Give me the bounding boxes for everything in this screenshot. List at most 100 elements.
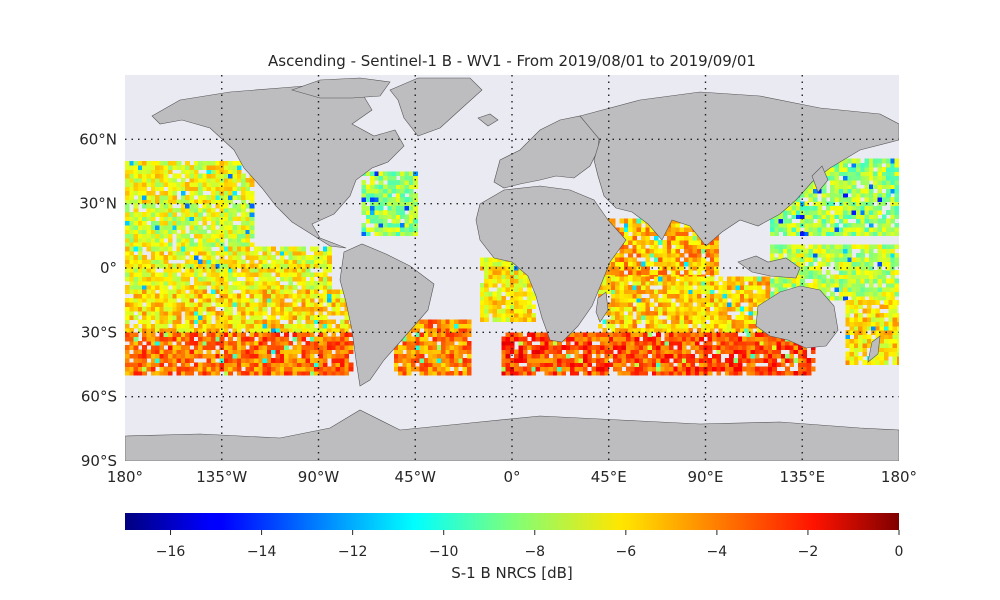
heatmap-cell — [621, 349, 627, 355]
heatmap-cell — [767, 366, 773, 372]
heatmap-cell — [628, 306, 633, 312]
heatmap-cell — [484, 274, 489, 280]
heatmap-cell — [821, 257, 827, 262]
heatmap-cell — [894, 188, 899, 194]
heatmap-cell — [623, 244, 629, 250]
heatmap-cell — [292, 298, 298, 303]
heatmap-cell — [466, 323, 472, 329]
heatmap-cell — [544, 349, 549, 355]
heatmap-cell — [684, 231, 689, 237]
heatmap-cell — [509, 283, 515, 288]
heatmap-cell — [301, 349, 306, 355]
heatmap-cell — [628, 227, 633, 232]
heatmap-cell — [628, 257, 633, 262]
heatmap-cell — [701, 244, 706, 250]
heatmap-cell — [864, 291, 870, 297]
heatmap-cell — [838, 270, 844, 275]
heatmap-cell — [462, 358, 468, 363]
heatmap-cell — [236, 340, 242, 346]
heatmap-cell — [890, 205, 896, 211]
heatmap-cell — [301, 246, 306, 252]
heatmap-cell — [628, 289, 633, 295]
heatmap-cell — [232, 246, 238, 252]
heatmap-cell — [643, 358, 648, 363]
heatmap-cell — [129, 246, 134, 252]
heatmap-cell — [202, 362, 208, 368]
heatmap-cell — [613, 332, 618, 338]
heatmap-cell — [340, 345, 345, 350]
heatmap-cell — [759, 370, 764, 376]
heatmap-cell — [484, 278, 489, 284]
heatmap-cell — [142, 169, 147, 175]
heatmap-cell — [729, 362, 734, 368]
heatmap-cell — [211, 182, 216, 187]
heatmap-cell — [172, 186, 177, 192]
heatmap-cell — [146, 353, 152, 359]
heatmap-cell — [539, 358, 545, 363]
heatmap-cell — [705, 280, 711, 286]
heatmap-cell — [759, 340, 764, 346]
heatmap-cell — [673, 358, 678, 363]
heatmap-cell — [602, 276, 607, 282]
heatmap-cell — [699, 353, 704, 359]
heatmap-cell — [458, 353, 463, 359]
heatmap-cell — [625, 349, 631, 355]
heatmap-cell — [223, 225, 229, 230]
heatmap-cell — [133, 259, 139, 265]
heatmap-cell — [877, 274, 883, 280]
heatmap-cell — [587, 358, 592, 363]
heatmap-cell — [763, 370, 769, 376]
heatmap-cell — [739, 306, 745, 312]
heatmap-cell — [159, 220, 165, 226]
heatmap-cell — [838, 192, 844, 198]
heatmap-cell — [539, 349, 545, 355]
heatmap-cell — [176, 306, 182, 312]
heatmap-cell — [436, 362, 442, 368]
heatmap-cell — [413, 175, 418, 181]
heatmap-cell — [868, 205, 874, 211]
heatmap-cell — [445, 319, 451, 325]
heatmap-cell — [340, 353, 345, 359]
heatmap-cell — [125, 263, 130, 269]
heatmap-cell — [851, 227, 857, 232]
heatmap-cell — [441, 336, 446, 342]
heatmap-cell — [271, 358, 276, 363]
heatmap-cell — [851, 287, 857, 292]
heatmap-cell — [552, 349, 558, 355]
heatmap-cell — [395, 171, 401, 177]
heatmap-cell — [675, 222, 681, 228]
heatmap-cell — [617, 349, 623, 355]
heatmap-cell — [129, 306, 134, 312]
heatmap-cell — [236, 280, 242, 286]
heatmap-cell — [125, 358, 130, 363]
heatmap-cell — [271, 345, 276, 350]
heatmap-cell — [322, 332, 328, 338]
heatmap-cell — [445, 366, 451, 372]
heatmap-cell — [387, 201, 392, 207]
heatmap-cell — [241, 272, 246, 277]
heatmap-cell — [890, 184, 896, 190]
heatmap-cell — [808, 218, 814, 224]
heatmap-cell — [133, 165, 139, 170]
heatmap-cell — [509, 340, 515, 346]
heatmap-cell — [636, 319, 642, 325]
heatmap-cell — [531, 304, 537, 310]
heatmap-cell — [159, 263, 165, 269]
heatmap-cell — [886, 261, 891, 267]
heatmap-cell — [288, 349, 294, 355]
heatmap-cell — [679, 293, 685, 299]
heatmap-cell — [219, 319, 225, 325]
heatmap-cell — [297, 323, 302, 329]
heatmap-cell — [206, 349, 212, 355]
heatmap-cell — [694, 349, 700, 355]
heatmap-cell — [610, 306, 616, 312]
heatmap-cell — [739, 298, 745, 303]
heatmap-cell — [155, 207, 160, 213]
heatmap-cell — [748, 293, 754, 299]
heatmap-cell — [232, 358, 238, 363]
heatmap-cell — [193, 212, 199, 217]
heatmap-cell — [664, 345, 670, 350]
lat-tick-label: 60°S — [81, 388, 117, 406]
heatmap-cell — [782, 218, 788, 224]
heatmap-cell — [632, 248, 638, 254]
